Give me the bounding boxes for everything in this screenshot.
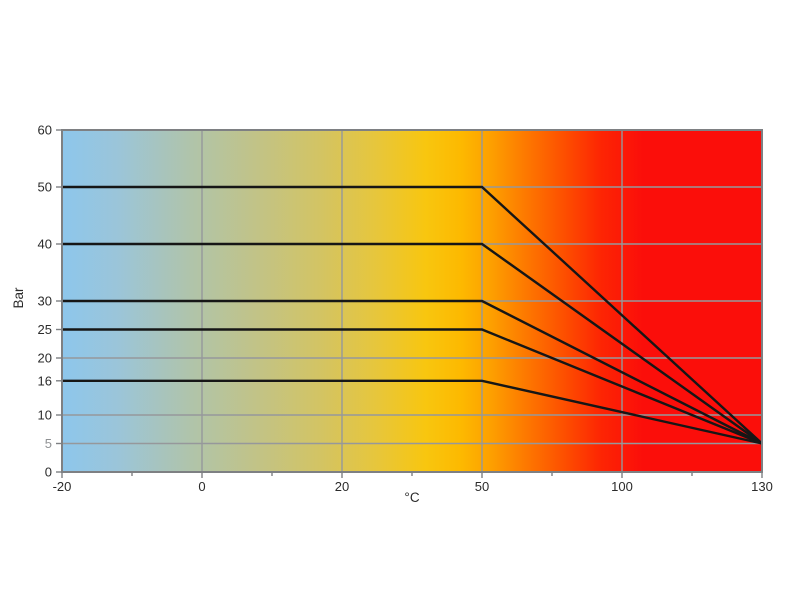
series-PN30 (62, 299, 763, 445)
x-tick-label--20: -20 (53, 479, 72, 494)
x-tick-label-20: 20 (335, 479, 349, 494)
y-tick-label-40: 40 (38, 237, 52, 252)
x-axis-title: °C (404, 490, 419, 505)
series-PN40 (62, 242, 763, 445)
y-tick-label-0: 0 (45, 465, 52, 480)
series-PN16 (62, 379, 763, 445)
y-axis-title: Bar (11, 287, 26, 309)
y-tick-label-20: 20 (38, 351, 52, 366)
x-tick-label-130: 130 (751, 479, 773, 494)
plot-border-rect (61, 129, 763, 473)
y-tick-label-10: 10 (38, 408, 52, 423)
x-tick-labels: -20 0 20 50 100 130 (53, 479, 773, 494)
y-tick-label-50: 50 (38, 180, 52, 195)
x-tick-label-100: 100 (611, 479, 633, 494)
y-tick-labels: 0 5 10 16 20 25 30 40 50 60 (38, 123, 52, 480)
y-tick-label-25: 25 (38, 322, 52, 337)
y-tick-label-16: 16 (38, 373, 52, 388)
x-tick-label-0: 0 (198, 479, 205, 494)
plot-border (61, 129, 763, 473)
x-tick-label-50: 50 (475, 479, 489, 494)
axis-ticks (56, 129, 763, 478)
y-tick-label-30: 30 (38, 294, 52, 309)
data-lines (62, 185, 763, 445)
y-tick-label-60: 60 (38, 123, 52, 138)
series-PN25 (62, 328, 763, 445)
y-tick-label-5: 5 (45, 436, 52, 451)
series-PN50 (62, 185, 763, 445)
